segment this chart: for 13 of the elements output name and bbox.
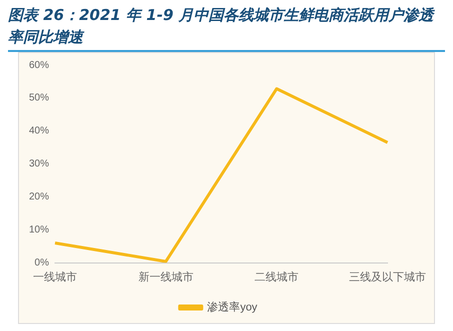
y-tick-label: 20% [29, 192, 50, 203]
x-tick-label: 三线及以下城市 [349, 270, 426, 284]
y-tick-label: 30% [29, 158, 50, 170]
y-tick-label: 10% [29, 224, 50, 236]
x-tick-label: 新一线城市 [138, 270, 194, 284]
chart-title: 图表 26：2021 年 1-9 月中国各线城市生鲜电商活跃用户渗透率同比增速 [8, 4, 445, 52]
x-tick-label: 二线城市 [254, 270, 299, 284]
y-tick-label: 40% [29, 126, 50, 137]
x-tick-label: 一线城市 [33, 270, 78, 284]
y-tick-label: 60% [29, 60, 50, 71]
y-tick-label: 50% [29, 92, 50, 104]
y-tick-label: 0% [34, 258, 50, 269]
legend-label: 渗透率yoy [207, 300, 258, 314]
